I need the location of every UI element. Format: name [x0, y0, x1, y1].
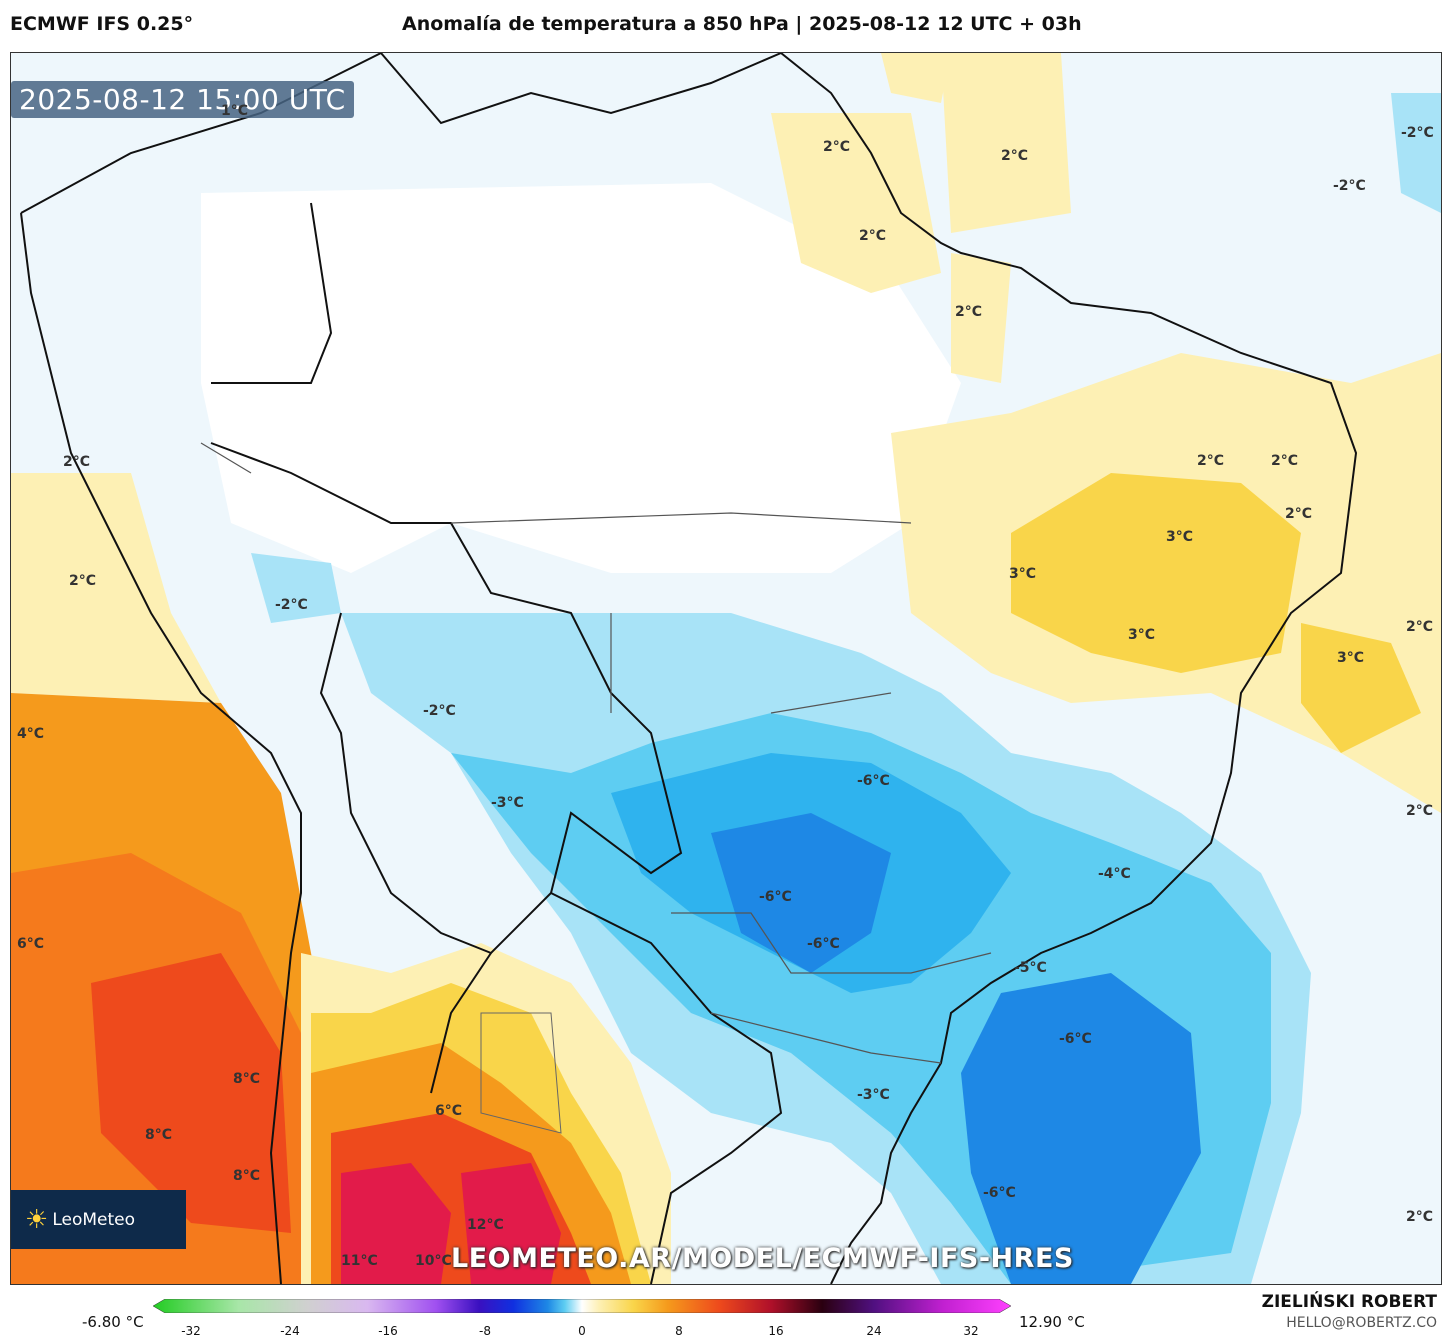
colorbar-tick: -8 [479, 1324, 491, 1338]
contour-label: -2°C [1333, 178, 1366, 194]
contour-label: 4°C [17, 726, 45, 742]
map-canvas [11, 53, 1441, 1284]
contour-label: 2°C [1271, 453, 1299, 469]
logo-text: LeoMeteo [52, 1209, 135, 1230]
contour-label: 3°C [1337, 650, 1365, 666]
contour-label: -6°C [1059, 1031, 1092, 1047]
sun-icon: ☀ [25, 1204, 49, 1235]
contour-label: 2°C [1285, 506, 1313, 522]
colorbar-tick: -32 [181, 1324, 201, 1338]
author-email: HELLO@ROBERTZ.CO [1286, 1315, 1437, 1331]
contour-label: 2°C [823, 139, 851, 155]
contour-label: -2°C [275, 597, 308, 613]
colorbar-tick: 24 [866, 1324, 882, 1338]
colorbar-max-label: 12.90 °C [1019, 1313, 1085, 1331]
contour-label: 10°C [415, 1253, 452, 1269]
contour-label: -3°C [857, 1087, 890, 1103]
contour-label: -6°C [807, 936, 840, 952]
contour-label: 2°C [1197, 453, 1225, 469]
contour-label: -6°C [983, 1185, 1016, 1201]
contour-label: 2°C [1406, 1209, 1434, 1225]
contour-label: 3°C [1009, 566, 1037, 582]
colorbar [153, 1299, 1011, 1313]
author-name: ZIELIŃSKI ROBERT [1261, 1292, 1437, 1312]
colorbar-tick: 32 [963, 1324, 979, 1338]
contour-label: 11°C [341, 1253, 378, 1269]
contour-label: 6°C [17, 936, 45, 952]
contour-label: 12°C [467, 1217, 504, 1233]
chart-title: Anomalía de temperatura a 850 hPa | 2025… [402, 13, 1082, 35]
contour-label: 8°C [233, 1071, 261, 1087]
contour-label: 2°C [955, 304, 983, 320]
colorbar-tick: -24 [280, 1324, 300, 1338]
contour-label: 6°C [435, 1103, 463, 1119]
colorbar-tick: 8 [675, 1324, 683, 1338]
map-panel: 2025-08-12 15:00 UTC 1°C 2°C 2°C 2°C -2°… [10, 52, 1442, 1285]
contour-label: 1°C [221, 103, 249, 119]
colorbar-min-label: -6.80 °C [82, 1313, 144, 1331]
model-name: ECMWF IFS 0.25° [10, 13, 194, 35]
colorbar-tick: -16 [378, 1324, 398, 1338]
colorbar-tick: 16 [768, 1324, 784, 1338]
contour-label: 2°C [1406, 619, 1434, 635]
contour-label: 8°C [145, 1127, 173, 1143]
contour-label: 2°C [859, 228, 887, 244]
contour-label: -5°C [1014, 960, 1047, 976]
colorbar-tick: 0 [578, 1324, 586, 1338]
contour-label: 3°C [1166, 529, 1194, 545]
watermark-url: LEOMETEO.AR/MODEL/ECMWF-IFS-HRES [451, 1243, 1074, 1274]
contour-label: 8°C [233, 1168, 261, 1184]
contour-label: -6°C [857, 773, 890, 789]
contour-label: 2°C [63, 454, 91, 470]
contour-label: 2°C [69, 573, 97, 589]
contour-label: 3°C [1128, 627, 1156, 643]
contour-label: -2°C [1401, 125, 1434, 141]
contour-label: -2°C [423, 703, 456, 719]
contour-label: 2°C [1406, 803, 1434, 819]
contour-label: -3°C [491, 795, 524, 811]
timestamp-badge: 2025-08-12 15:00 UTC [11, 81, 354, 118]
contour-label: 2°C [1001, 148, 1029, 164]
contour-label: -4°C [1098, 866, 1131, 882]
contour-label: -6°C [759, 889, 792, 905]
leometeo-logo: ☀ LeoMeteo [11, 1190, 186, 1249]
